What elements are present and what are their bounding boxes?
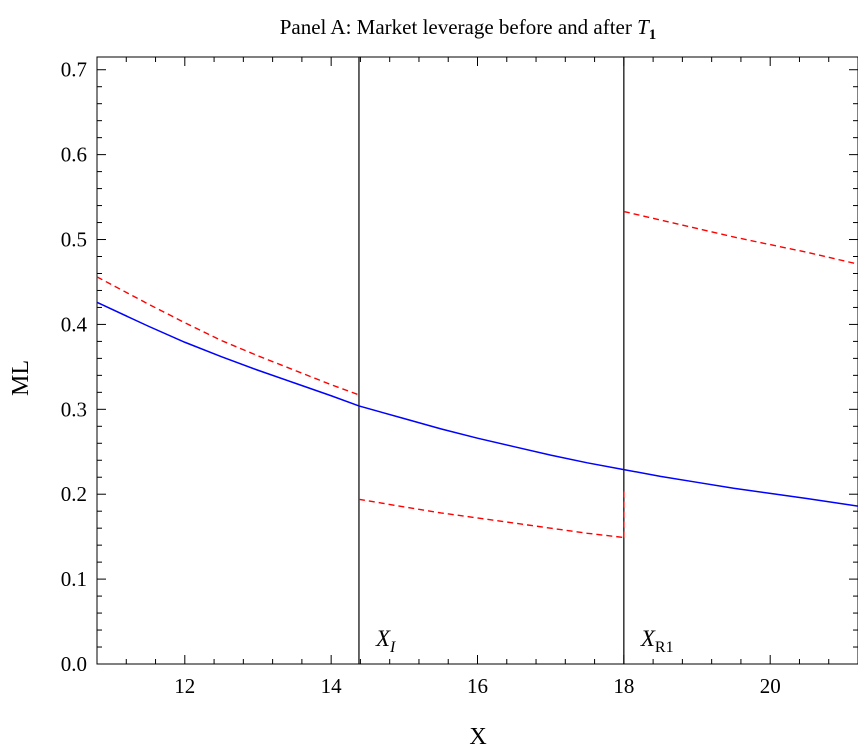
vline-label-symbol: X [375, 626, 391, 651]
y-axis-label: ML [8, 360, 34, 396]
x-tick-label: 12 [174, 674, 195, 698]
y-tick-label: 0.2 [61, 482, 87, 506]
x-axis-label: X [469, 724, 486, 750]
y-tick-label: 0.1 [61, 567, 87, 591]
chart-title-text: Panel A: Market leverage before and afte… [280, 15, 637, 39]
y-tick-label: 0.5 [61, 228, 87, 252]
y-tick-label: 0.3 [61, 397, 87, 421]
vline-label-0: XI [375, 626, 396, 656]
vline-label-1: XR1 [640, 626, 674, 656]
series-line-4 [623, 210, 858, 265]
plot-area: 12 14 16 18 200.00.10.20.30.40.50.60.7XI XR1 [61, 56, 858, 698]
x-tick-label: 18 [613, 674, 634, 698]
vline-label-subscript: R1 [655, 639, 674, 656]
y-tick-label: 0.6 [61, 143, 87, 167]
chart-title: Panel A: Market leverage before and afte… [280, 15, 657, 43]
vline-label-subscript: I [389, 639, 396, 656]
series-line-0 [96, 301, 858, 507]
chart-title-symbol: T [637, 15, 650, 39]
chart-title-subscript: 1 [649, 27, 657, 43]
series-line-2 [358, 498, 624, 539]
x-tick-label: 16 [467, 674, 488, 698]
y-tick-label: 0.7 [61, 58, 87, 82]
y-tick-label: 0.0 [61, 652, 87, 676]
plot-frame [96, 56, 858, 665]
series-line-1 [96, 276, 360, 396]
x-tick-label: 20 [760, 674, 781, 698]
y-tick-label: 0.4 [61, 312, 88, 336]
x-tick-label: 14 [321, 674, 343, 698]
vline-label-symbol: X [640, 626, 656, 651]
